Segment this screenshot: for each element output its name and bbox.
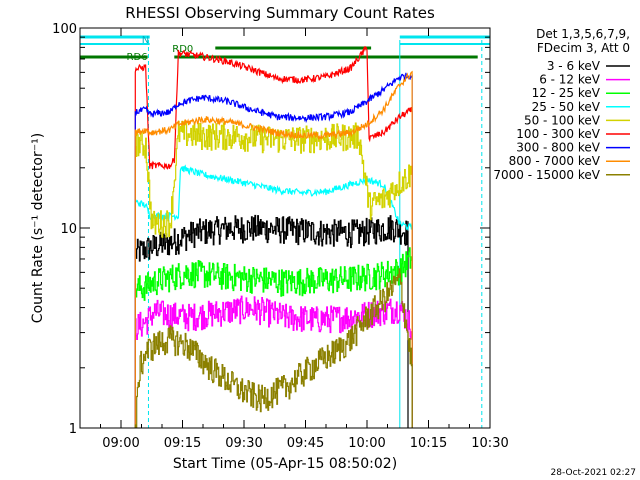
y-axis-ticks: 1 10 100 xyxy=(52,22,490,437)
legend-label: 6 - 12 keV xyxy=(539,73,601,87)
legend-label: 12 - 25 keV xyxy=(532,86,601,100)
chart-title: RHESSI Observing Summary Count Rates xyxy=(125,4,435,22)
legend-header-line-1: Det 1,3,5,6,7,9, xyxy=(536,27,630,41)
y-tick-label: 100 xyxy=(52,22,77,37)
legend-label: 7000 - 15000 keV xyxy=(493,168,600,182)
observing-flags: N RD0 RD6 xyxy=(80,35,490,428)
x-axis-label: Start Time (05-Apr-15 08:50:02) xyxy=(173,456,397,472)
series-line xyxy=(134,120,413,428)
x-tick-label: 10:00 xyxy=(348,436,385,451)
legend-label: 800 - 7000 keV xyxy=(509,154,601,168)
legend-label: 50 - 100 keV xyxy=(524,113,601,127)
series-line xyxy=(134,45,413,428)
legend-label: 100 - 300 keV xyxy=(516,127,600,141)
series-line xyxy=(134,70,413,428)
rd6-flag-label: RD6 xyxy=(127,52,148,63)
legend-label: 300 - 800 keV xyxy=(516,141,600,155)
night-flag-label: N xyxy=(142,35,149,46)
series-line xyxy=(134,295,413,428)
x-tick-label: 10:30 xyxy=(471,436,508,451)
legend-label: 3 - 6 keV xyxy=(547,59,601,73)
x-tick-label: 09:15 xyxy=(164,436,201,451)
series-line xyxy=(134,214,409,428)
legend-header-line-2: FDecim 3, Att 0 xyxy=(537,41,630,55)
series-line xyxy=(134,268,413,429)
y-tick-label: 10 xyxy=(60,222,77,237)
x-tick-label: 10:15 xyxy=(410,436,447,451)
rd0-flag-label: RD0 xyxy=(172,44,193,55)
timestamp: 28-Oct-2021 02:27 xyxy=(551,468,636,478)
x-tick-label: 09:30 xyxy=(225,436,262,451)
y-axis-label: Count Rate (s⁻¹ detector⁻¹) xyxy=(30,133,46,323)
legend-label: 25 - 50 keV xyxy=(532,100,601,114)
x-tick-label: 09:45 xyxy=(287,436,324,451)
y-tick-label: 1 xyxy=(69,422,77,437)
series-layer xyxy=(134,45,413,429)
series-line xyxy=(134,247,413,428)
series-line xyxy=(134,72,413,428)
x-tick-label: 09:00 xyxy=(102,436,139,451)
x-axis-ticks: 09:00 09:15 09:30 09:45 10:00 10:15 10:30 xyxy=(79,28,509,451)
